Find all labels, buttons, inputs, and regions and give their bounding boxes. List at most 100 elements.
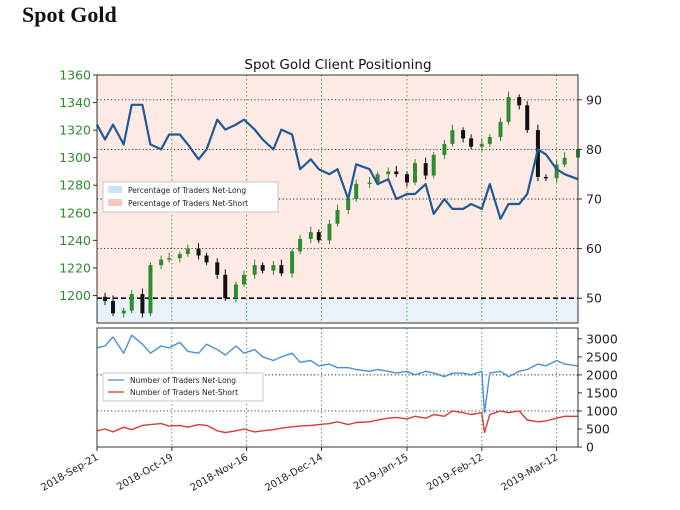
net-long-count-line: [96, 334, 579, 414]
candle-body: [335, 210, 340, 224]
candle-body: [298, 238, 303, 252]
candle-body: [367, 182, 372, 184]
candle-body: [442, 143, 447, 155]
count-tick-label: 2000: [586, 367, 618, 382]
net-long-percentage-line: [96, 103, 579, 220]
candle-body: [177, 254, 182, 259]
candle-body: [543, 176, 548, 179]
left-tick-label: 1300: [59, 150, 91, 165]
legend-label-net-short: Percentage of Traders Net-Short: [128, 199, 248, 208]
right-tick-label: 90: [586, 92, 602, 107]
candle-body: [233, 284, 238, 299]
candle-body: [506, 97, 511, 122]
candle-body: [394, 171, 399, 175]
price-legend: Percentage of Traders Net-Long Percentag…: [102, 181, 279, 213]
left-tick-label: 1360: [59, 68, 91, 83]
candle-body: [121, 310, 126, 314]
candle-body: [431, 154, 436, 176]
net-short-count-line: [96, 410, 578, 434]
candle-body: [461, 130, 466, 139]
left-tick-label: 1200: [59, 288, 91, 303]
left-tick-label: 1320: [59, 123, 91, 138]
count-axis-ticks: 0 500 1000 1500 2000 2500 3000: [578, 331, 618, 455]
candle-body: [167, 258, 172, 260]
price-axis-ticks: 1200 1220 1240 1260 1280 1300 1320 1340 1360: [59, 68, 97, 303]
x-tick-label: 2018-Dec-14: [263, 452, 325, 494]
count-tick-label: 0: [586, 440, 594, 455]
candle-body: [215, 262, 220, 275]
left-tick-label: 1260: [59, 205, 91, 220]
candle-body: [204, 255, 209, 263]
date-axis-ticks: 2018-Sep-21 2018-Oct-19 2018-Nov-16 2018-De…: [39, 447, 560, 494]
candle-body: [469, 138, 474, 147]
candle-body: [129, 294, 134, 311]
count-panel-frame: [96, 327, 579, 448]
candle-body: [271, 265, 276, 271]
candle-body: [196, 248, 201, 256]
x-tick-label: 2018-Oct-19: [115, 452, 175, 493]
candle-body: [404, 174, 409, 183]
candle-body: [290, 251, 295, 274]
legend-label-count-short: Number of Traders Net-Short: [130, 388, 238, 397]
price-panel: 1200 1220 1240 1260 1280 1300 1320 1340 1360 50 6…: [59, 68, 602, 324]
x-tick-label: 2018-Sep-21: [39, 452, 100, 494]
count-legend: Number of Traders Net-Long Number of Tra…: [102, 372, 264, 402]
legend-swatch-net-short: [108, 199, 122, 206]
candle-body: [479, 143, 484, 147]
price-legend-box: [102, 181, 279, 213]
right-tick-label: 80: [586, 142, 602, 157]
left-tick-label: 1280: [59, 178, 91, 193]
page-heading: Spot Gold: [22, 2, 117, 27]
candle-body: [148, 265, 153, 314]
count-tick-label: 3000: [586, 331, 618, 346]
candle-body: [354, 183, 359, 199]
right-tick-label: 50: [586, 291, 602, 306]
legend-swatch-net-long: [108, 186, 122, 193]
candle-body: [103, 296, 108, 301]
candle-body: [517, 97, 522, 106]
left-tick-label: 1220: [59, 260, 91, 275]
candle-body: [412, 163, 417, 183]
candle-body: [241, 274, 246, 285]
candle-body: [498, 121, 503, 137]
left-tick-label: 1240: [59, 233, 91, 248]
candle-body: [375, 174, 380, 183]
candle-body: [450, 130, 455, 144]
candle-body: [562, 157, 567, 165]
candle-body: [140, 294, 145, 314]
candle-body: [308, 232, 313, 239]
net-long-percentage-path: [96, 103, 579, 220]
percentage-axis-ticks: 50 60 70 80 90: [578, 92, 602, 306]
candle-body: [252, 265, 257, 275]
right-tick-label: 70: [586, 192, 602, 207]
left-tick-label: 1340: [59, 95, 91, 110]
candle-body: [223, 274, 228, 299]
candle-body: [279, 265, 284, 274]
candle-body: [525, 105, 530, 131]
candle-body: [316, 232, 321, 241]
candle-body: [346, 199, 351, 211]
x-tick-label: 2019-Jan-15: [352, 452, 411, 492]
trader-count-panel: 0 500 1000 1500 2000 2500 3000 Number of Trade…: [96, 327, 618, 455]
candle-body: [487, 137, 492, 144]
legend-label-count-long: Number of Traders Net-Long: [130, 376, 236, 385]
candle-body: [111, 300, 116, 314]
candle-body: [260, 265, 265, 271]
legend-label-net-long: Percentage of Traders Net-Long: [128, 186, 246, 195]
x-tick-label: 2019-Mar-12: [500, 452, 561, 493]
trader-count-lines: [96, 334, 579, 434]
candle-body: [159, 259, 164, 266]
count-legend-box: [102, 372, 264, 402]
x-tick-label: 2018-Nov-16: [189, 452, 250, 494]
right-tick-label: 60: [586, 241, 602, 256]
candle-body: [423, 163, 428, 176]
candle-body: [327, 223, 332, 241]
candle-body: [185, 248, 190, 255]
candle-body: [554, 164, 559, 179]
count-tick-label: 2500: [586, 349, 618, 364]
count-tick-label: 1000: [586, 403, 618, 418]
x-tick-label: 2019-Feb-12: [425, 452, 485, 493]
chart-title: Spot Gold Client Positioning: [244, 57, 431, 73]
candle-body: [386, 171, 391, 175]
